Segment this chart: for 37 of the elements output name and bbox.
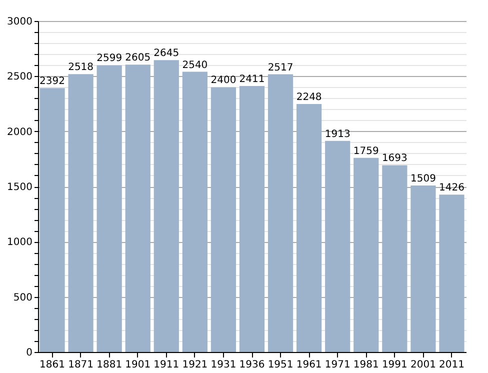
data-label: 2411 — [239, 74, 265, 85]
y-tick-label: 3000 — [7, 16, 32, 28]
data-label: 2392 — [40, 76, 65, 88]
x-tick-label: 1991 — [382, 360, 408, 370]
x-tick-label: 1911 — [154, 360, 180, 370]
x-tick-label: 1981 — [353, 360, 379, 370]
data-label: 2645 — [154, 48, 180, 60]
x-tick-label: 2001 — [410, 360, 436, 370]
x-tick-label: 1861 — [40, 360, 65, 370]
x-tick-label: 1921 — [182, 360, 208, 370]
data-label: 1913 — [324, 128, 350, 140]
data-label: 2599 — [96, 53, 122, 64]
data-label: 2605 — [125, 52, 151, 64]
y-tick-label: 2000 — [7, 126, 32, 138]
x-tick-label: 2011 — [439, 360, 464, 370]
y-tick-label: 500 — [13, 292, 32, 304]
data-label: 2248 — [296, 92, 322, 103]
data-label: 1426 — [439, 182, 464, 194]
x-tick-label: 1871 — [68, 360, 94, 370]
y-tick-label: 1500 — [7, 182, 32, 193]
y-tick-label: 0 — [26, 348, 32, 358]
data-label: 2517 — [268, 62, 294, 74]
x-tick-label: 1881 — [96, 360, 122, 370]
x-tick-label: 1971 — [324, 360, 350, 370]
x-tick-label: 1951 — [268, 360, 294, 370]
x-tick-label: 1931 — [210, 360, 236, 370]
data-label: 1693 — [382, 153, 408, 164]
data-label: 2518 — [68, 62, 94, 74]
data-label: 2400 — [210, 75, 236, 86]
x-tick-label: 1901 — [125, 360, 151, 370]
x-tick-label: 1936 — [239, 360, 265, 370]
data-label: 1509 — [410, 174, 436, 185]
data-label: 2540 — [182, 60, 208, 71]
data-label: 1759 — [353, 146, 379, 157]
y-tick-label: 1000 — [7, 237, 32, 248]
y-tick-label: 2500 — [7, 72, 32, 83]
x-tick-label: 1961 — [296, 360, 322, 370]
